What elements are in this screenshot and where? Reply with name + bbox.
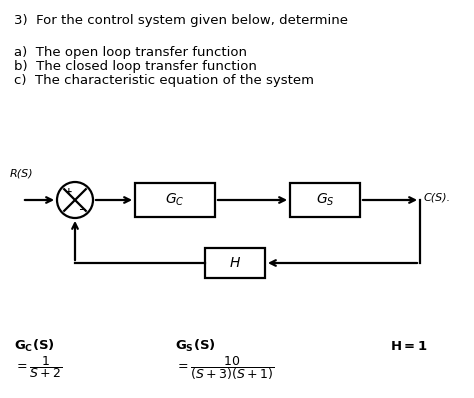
Text: $\mathbf{G_S(S)}$: $\mathbf{G_S(S)}$ — [175, 338, 216, 354]
Text: $H$: $H$ — [229, 256, 241, 270]
Text: +: + — [65, 187, 73, 196]
Text: b)  The closed loop transfer function: b) The closed loop transfer function — [14, 60, 257, 73]
Text: $\mathbf{G_C(S)}$: $\mathbf{G_C(S)}$ — [14, 338, 55, 354]
Text: c)  The characteristic equation of the system: c) The characteristic equation of the sy… — [14, 74, 314, 87]
Text: $G_C$: $G_C$ — [165, 192, 185, 208]
Text: $G_S$: $G_S$ — [316, 192, 334, 208]
Text: $\mathbf{H = 1}$: $\mathbf{H = 1}$ — [390, 339, 428, 353]
Text: −: − — [78, 205, 85, 213]
Bar — [290, 183, 360, 217]
Bar — [205, 248, 265, 278]
Text: a)  The open loop transfer function: a) The open loop transfer function — [14, 46, 247, 59]
Text: 3)  For the control system given below, determine: 3) For the control system given below, d… — [14, 14, 348, 27]
Text: $= \dfrac{10}{(S+3)(S+1)}$: $= \dfrac{10}{(S+3)(S+1)}$ — [175, 354, 274, 382]
Text: C(S).: C(S). — [424, 193, 451, 203]
Bar — [135, 183, 215, 217]
Text: $= \dfrac{1}{S+2}$: $= \dfrac{1}{S+2}$ — [14, 354, 63, 380]
Text: R(S): R(S) — [10, 168, 34, 178]
